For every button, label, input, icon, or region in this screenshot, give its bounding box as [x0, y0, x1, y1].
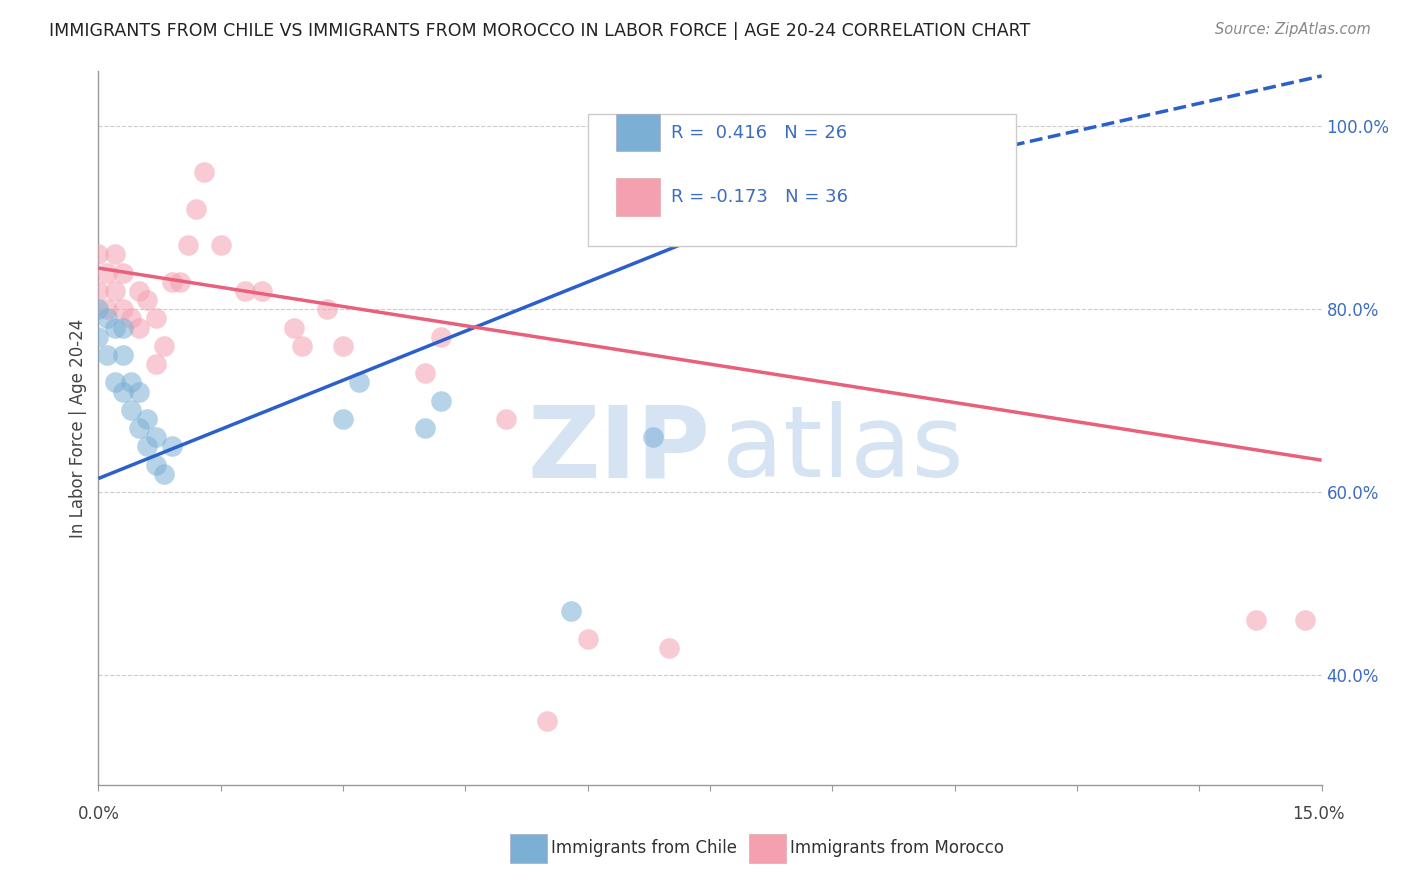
Point: [193, 165, 215, 179]
Point: [120, 402, 142, 417]
Point: [430, 393, 453, 408]
Point: [136, 440, 159, 454]
Point: [495, 412, 517, 426]
Point: [1246, 613, 1268, 627]
Point: [104, 320, 127, 334]
Point: [96, 302, 118, 317]
Point: [136, 293, 159, 307]
Point: [641, 430, 664, 444]
Point: [315, 302, 337, 317]
Point: [96, 311, 118, 326]
Point: [145, 311, 167, 326]
Text: ZIP: ZIP: [527, 401, 710, 498]
Point: [152, 339, 174, 353]
Point: [291, 339, 314, 353]
Point: [145, 357, 167, 371]
Text: R =  0.416   N = 26: R = 0.416 N = 26: [671, 124, 846, 142]
Point: [152, 467, 174, 481]
FancyBboxPatch shape: [616, 114, 659, 152]
FancyBboxPatch shape: [616, 178, 659, 216]
Point: [128, 320, 150, 334]
Point: [111, 348, 134, 362]
Point: [111, 302, 134, 317]
Point: [145, 458, 167, 472]
Point: [128, 421, 150, 435]
Point: [128, 384, 150, 399]
Point: [332, 412, 354, 426]
Point: [128, 284, 150, 298]
Point: [104, 376, 127, 390]
Point: [145, 430, 167, 444]
Point: [111, 320, 134, 334]
Point: [576, 632, 599, 646]
Text: atlas: atlas: [723, 401, 965, 498]
Point: [96, 266, 118, 280]
Y-axis label: In Labor Force | Age 20-24: In Labor Force | Age 20-24: [69, 318, 87, 538]
Text: 0.0%: 0.0%: [77, 805, 120, 823]
Point: [250, 284, 273, 298]
Text: 15.0%: 15.0%: [1292, 805, 1346, 823]
Point: [136, 412, 159, 426]
Point: [169, 275, 191, 289]
Text: Immigrants from Morocco: Immigrants from Morocco: [790, 839, 1004, 857]
Point: [943, 128, 966, 143]
Point: [536, 714, 558, 728]
Point: [120, 311, 142, 326]
Point: [1294, 613, 1316, 627]
Point: [160, 275, 183, 289]
Point: [413, 421, 436, 435]
Point: [160, 440, 183, 454]
Point: [430, 329, 453, 343]
Point: [104, 247, 127, 261]
FancyBboxPatch shape: [588, 114, 1015, 246]
Point: [233, 284, 256, 298]
Point: [87, 247, 110, 261]
Point: [332, 339, 354, 353]
Point: [209, 238, 232, 252]
Point: [111, 384, 134, 399]
Text: Immigrants from Chile: Immigrants from Chile: [551, 839, 737, 857]
Point: [96, 348, 118, 362]
Point: [111, 266, 134, 280]
Point: [413, 366, 436, 380]
Point: [120, 376, 142, 390]
Point: [283, 320, 305, 334]
Text: R = -0.173   N = 36: R = -0.173 N = 36: [671, 188, 848, 206]
Point: [104, 284, 127, 298]
Point: [658, 640, 681, 655]
Point: [349, 376, 371, 390]
Point: [87, 329, 110, 343]
Point: [87, 302, 110, 317]
Text: Source: ZipAtlas.com: Source: ZipAtlas.com: [1215, 22, 1371, 37]
Point: [186, 202, 208, 216]
Point: [560, 604, 582, 618]
Point: [886, 120, 908, 134]
Point: [87, 284, 110, 298]
Text: IMMIGRANTS FROM CHILE VS IMMIGRANTS FROM MOROCCO IN LABOR FORCE | AGE 20-24 CORR: IMMIGRANTS FROM CHILE VS IMMIGRANTS FROM…: [49, 22, 1031, 40]
Point: [177, 238, 200, 252]
